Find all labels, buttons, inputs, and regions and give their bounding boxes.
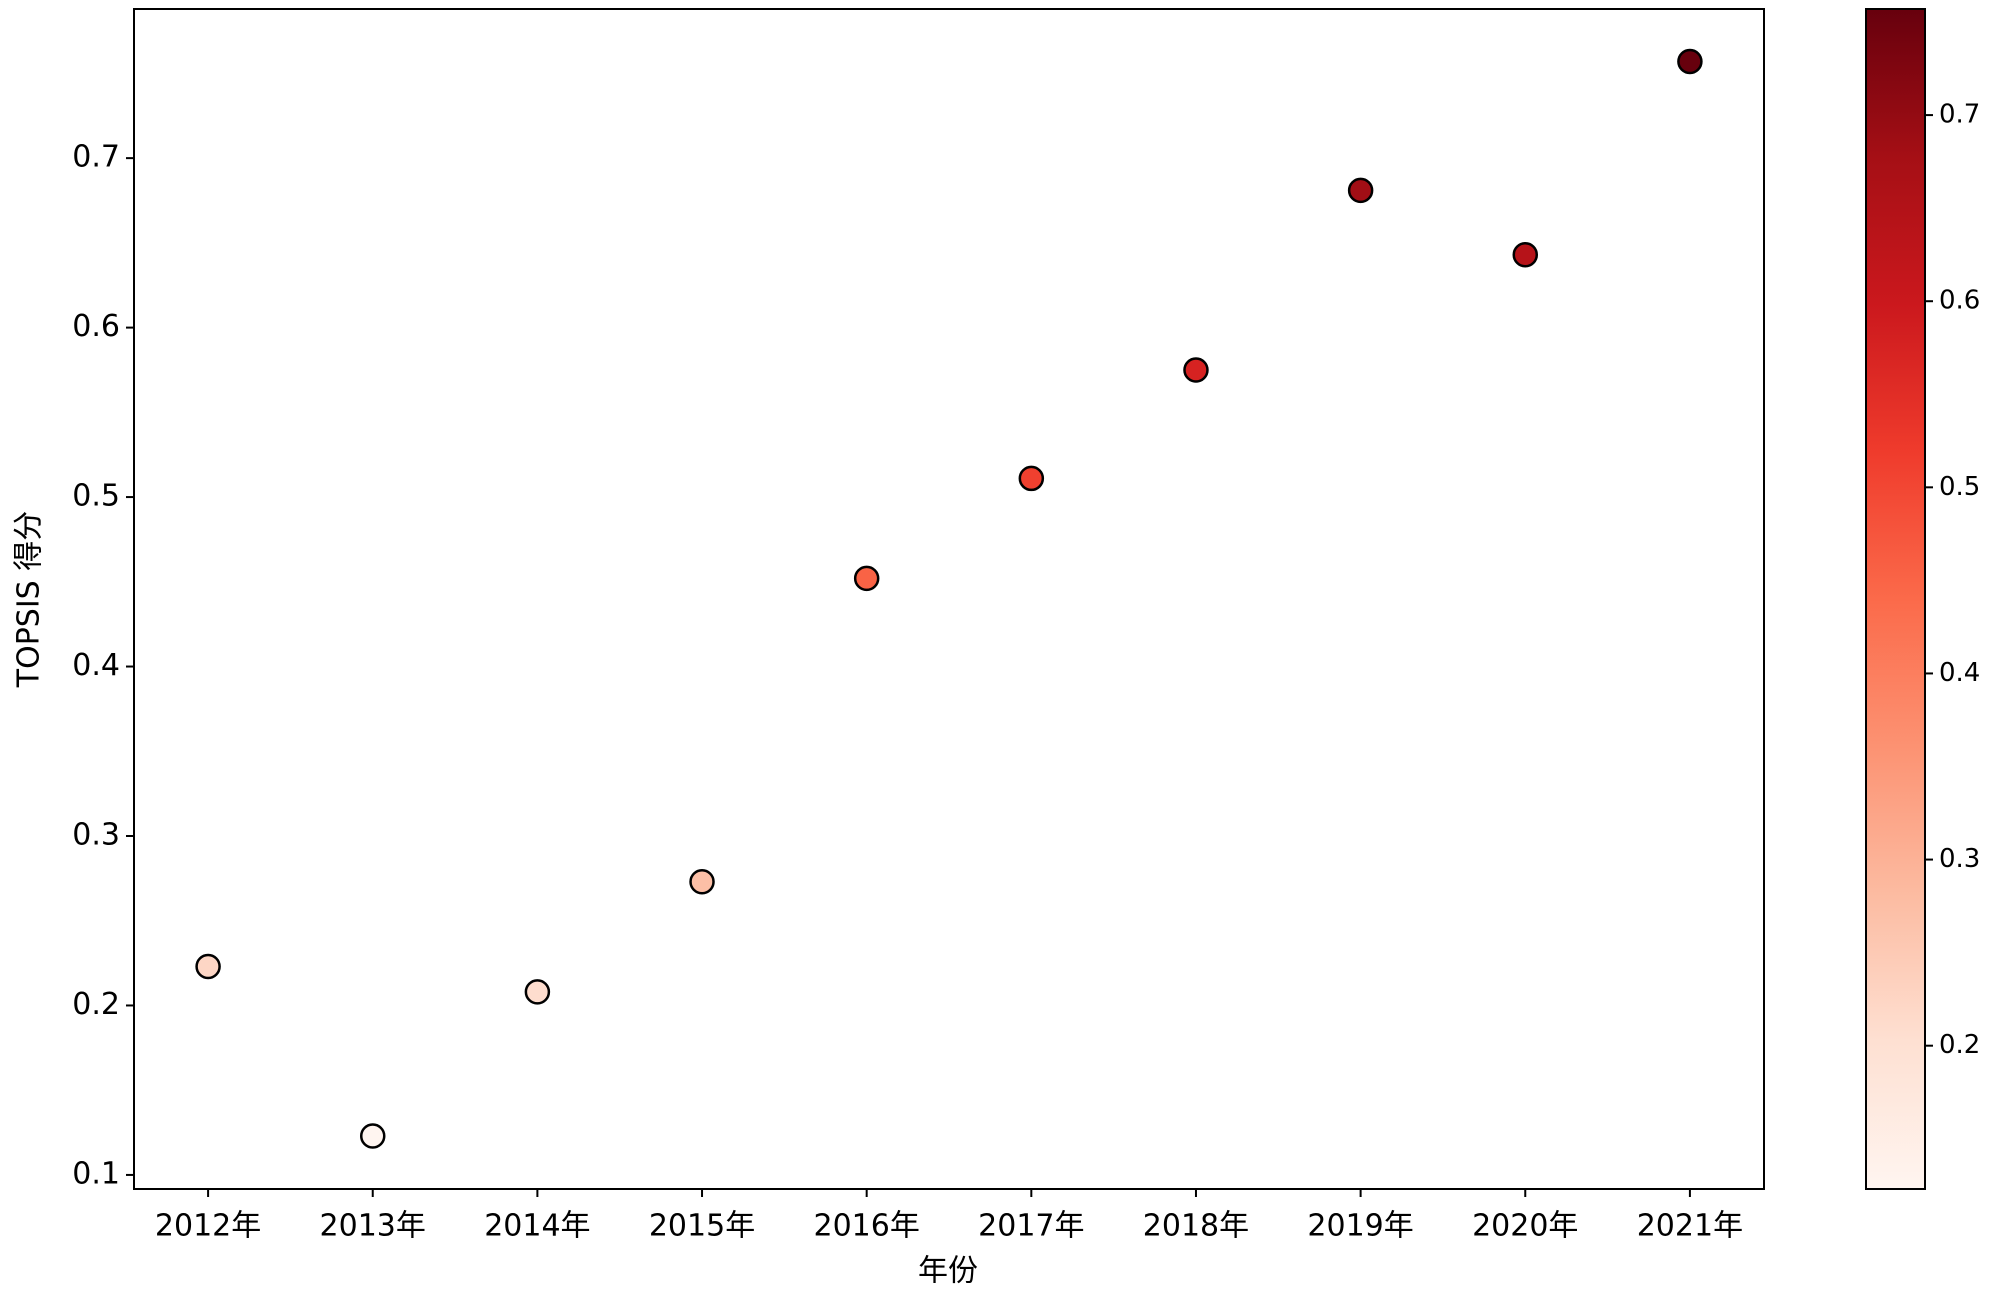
y-tick-label: 0.7 (72, 140, 120, 175)
y-tick-label: 0.3 (72, 817, 120, 852)
x-tick-label: 2021年 (1637, 1209, 1743, 1244)
x-tick-label: 2020年 (1472, 1209, 1578, 1244)
y-tick-label: 0.5 (72, 479, 120, 514)
point (1183, 357, 1209, 383)
point (524, 979, 551, 1005)
point (195, 953, 221, 980)
point (1347, 177, 1374, 204)
colorbar-tick-label: 0.7 (1939, 100, 1980, 130)
point (853, 565, 880, 592)
y-axis-label: TOPSIS 得分 (12, 511, 47, 689)
point (359, 1123, 386, 1149)
plot-frame (133, 8, 1765, 1190)
point (1018, 465, 1045, 492)
colorbar-tick-label: 0.4 (1939, 658, 1980, 688)
y-tick-label: 0.1 (72, 1156, 120, 1191)
y-tick-label: 0.4 (72, 648, 120, 683)
x-tick-label: 2014年 (484, 1209, 590, 1244)
point (1677, 48, 1703, 75)
x-tick-label: 2017年 (978, 1209, 1084, 1244)
colorbar-tick-label: 0.6 (1939, 286, 1980, 316)
x-tick-label: 2018年 (1143, 1209, 1249, 1244)
colorbar-tick-label: 0.3 (1939, 844, 1980, 874)
colorbar (1865, 8, 1926, 1190)
colorbar-tick-label: 0.2 (1939, 1030, 1980, 1060)
point (689, 869, 715, 895)
x-axis-label: 年份 (918, 1254, 978, 1289)
colorbar-tick-label: 0.5 (1939, 472, 1980, 502)
x-tick-label: 2015年 (649, 1209, 755, 1244)
x-tick-label: 2019年 (1307, 1209, 1413, 1244)
x-tick-label: 2016年 (813, 1209, 919, 1244)
x-tick-label: 2012年 (155, 1209, 261, 1244)
point (1512, 241, 1539, 268)
y-tick-label: 0.2 (72, 987, 120, 1022)
y-tick-label: 0.6 (72, 309, 120, 344)
x-tick-label: 2013年 (320, 1209, 426, 1244)
